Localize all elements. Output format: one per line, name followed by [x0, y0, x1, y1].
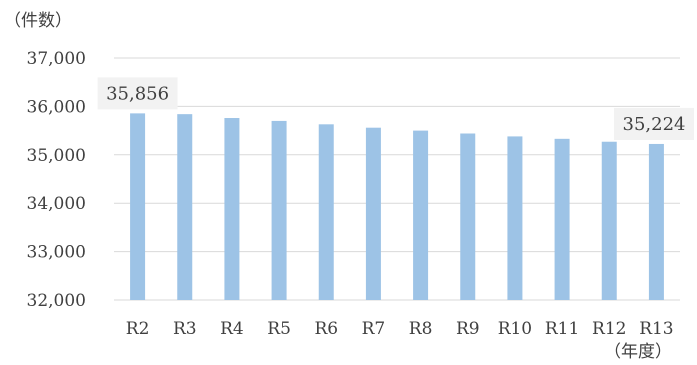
y-axis-unit-label: （件数） — [4, 11, 72, 31]
y-tick-label: 37,000 — [27, 49, 86, 69]
y-tick-label: 34,000 — [27, 194, 86, 214]
x-tick-label: R4 — [220, 319, 244, 339]
data-label: 35,856 — [106, 83, 169, 104]
x-tick-label: R2 — [126, 319, 150, 339]
gridlines — [114, 57, 680, 301]
bar — [413, 130, 429, 300]
y-tick-label: 36,000 — [27, 97, 86, 117]
x-tick-label: R10 — [498, 319, 532, 339]
bar — [365, 127, 381, 300]
y-axis-ticks: 32,000 33,000 34,000 35,000 36,000 37,000 — [27, 49, 86, 311]
x-tick-label: R13 — [639, 319, 673, 339]
bar — [648, 143, 664, 300]
y-tick-label: 33,000 — [27, 243, 86, 263]
x-tick-label: R3 — [173, 319, 197, 339]
x-tick-label: R6 — [314, 319, 338, 339]
x-tick-label: R11 — [545, 319, 579, 339]
x-axis-ticks: R2 R3 R4 R5 R6 R7 R8 R9 R10 R11 R12 R13 — [126, 319, 674, 339]
bar — [130, 113, 146, 300]
bar — [507, 136, 523, 300]
bar — [224, 118, 240, 301]
data-label: 35,224 — [623, 114, 686, 135]
x-tick-label: R12 — [592, 319, 626, 339]
bars — [130, 113, 664, 301]
x-tick-label: R9 — [456, 319, 480, 339]
bar — [460, 133, 476, 300]
data-labels: 35,856 35,224 — [97, 77, 694, 140]
data-label-box — [614, 107, 694, 140]
x-tick-label: R8 — [409, 319, 433, 339]
data-label-box — [97, 77, 178, 110]
bar — [318, 124, 334, 300]
bar — [177, 114, 193, 300]
bar — [271, 120, 287, 300]
x-axis-unit-label: （年度） — [604, 342, 672, 362]
x-tick-label: R7 — [362, 319, 386, 339]
bar — [554, 138, 570, 300]
bar — [601, 141, 617, 300]
x-tick-label: R5 — [267, 319, 291, 339]
y-tick-label: 32,000 — [27, 291, 86, 311]
y-tick-label: 35,000 — [27, 146, 86, 166]
